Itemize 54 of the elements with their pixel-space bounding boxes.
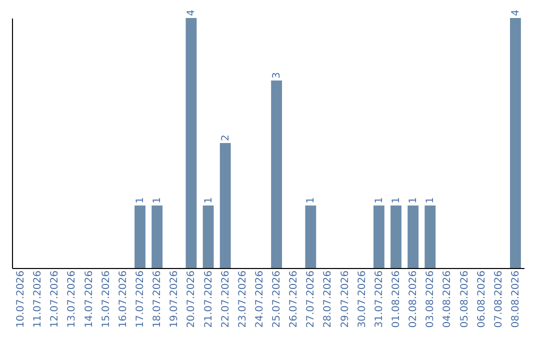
data-label: 1 [152,197,164,204]
x-tick-label: 23.07.2026 [237,270,248,328]
bar [510,18,521,268]
bar [186,18,197,268]
bar [271,80,282,268]
x-tick-label: 24.07.2026 [254,270,266,328]
x-tick-label: 19.07.2026 [169,270,180,328]
data-label: 1 [306,197,317,204]
x-tick-label: 16.07.2026 [118,270,129,328]
x-tick-label: 06.08.2026 [476,270,488,328]
bar [373,206,384,268]
data-label: 3 [272,72,283,78]
x-tick-label: 27.07.2026 [306,270,317,328]
x-tick-label: 30.07.2026 [356,270,368,328]
data-label: 1 [374,197,385,204]
bar [152,206,163,268]
x-tick-label: 21.07.2026 [203,270,214,328]
bar [390,206,402,268]
data-label: 1 [203,197,214,204]
x-tick-label: 18.07.2026 [152,270,164,328]
x-tick-label: 12.07.2026 [50,270,61,328]
x-tick-label: 29.07.2026 [340,270,351,328]
x-tick-label: 22.07.2026 [220,270,232,328]
x-tick-label: 01.08.2026 [391,270,402,328]
x-tick-label: 08.08.2026 [510,270,522,328]
x-tick-label: 02.08.2026 [408,270,420,328]
x-tick-label: 04.08.2026 [442,270,454,328]
x-tick-label: 28.07.2026 [322,270,334,328]
bar [305,206,316,268]
x-tick-label: 07.08.2026 [493,270,504,328]
bar [220,143,231,268]
x-tick-label: 31.07.2026 [374,270,385,328]
x-tick-label: 25.07.2026 [272,270,283,328]
x-tick-label: 26.07.2026 [288,270,300,328]
x-tick-label: 14.07.2026 [84,270,95,328]
data-label: 2 [220,134,232,141]
x-tick-label: 05.08.2026 [459,270,470,328]
data-label: 1 [425,197,436,204]
x-tick-label: 03.08.2026 [425,270,436,328]
data-label: 1 [135,197,146,204]
bar [424,206,436,268]
x-tick-label: 20.07.2026 [186,270,198,328]
bar [408,206,419,268]
x-tick-label: 13.07.2026 [66,270,78,328]
x-tick-label: 11.07.2026 [32,270,44,328]
x-tick-label: 10.07.2026 [16,270,27,328]
x-tick-label: 15.07.2026 [100,270,112,328]
bar [202,206,214,268]
data-label: 4 [186,10,198,16]
x-tick-label: 17.07.2026 [135,270,146,328]
data-label: 4 [510,10,522,16]
data-label: 1 [391,197,402,204]
bar [134,206,146,268]
data-label: 1 [408,197,420,204]
